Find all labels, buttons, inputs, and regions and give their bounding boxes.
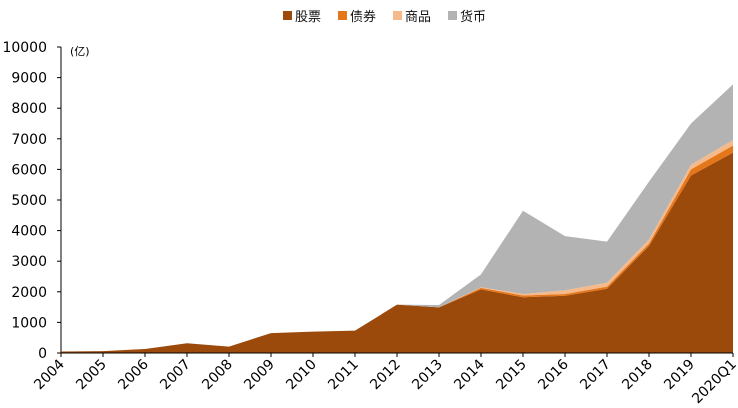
legend-label: 债券: [350, 9, 376, 25]
y-tick-label: 1000: [11, 315, 47, 331]
x-tick-label: 2008: [199, 357, 236, 394]
legend-swatch: [393, 11, 402, 20]
y-tick-label: 10000: [2, 40, 47, 56]
x-tick-label: 2011: [325, 357, 362, 394]
x-tick-label: 2005: [73, 357, 110, 394]
x-tick-label: 2016: [535, 356, 572, 393]
x-tick-label: 2020Q1: [689, 357, 738, 408]
legend-label: 商品: [405, 10, 431, 25]
x-axis: 2004 2005 2006 2007 2008 2009 2010 2011 2012 2013…: [31, 352, 738, 408]
series-area-货币: [61, 84, 733, 352]
series-areas: [61, 84, 733, 353]
y-tick-label: 9000: [11, 71, 47, 87]
legend-label: 货币: [460, 9, 486, 25]
x-tick-label: 2010: [283, 357, 320, 394]
y-tick-label: 4000: [11, 224, 47, 240]
legend-swatch: [338, 11, 347, 20]
x-tick-label: 2004: [31, 356, 68, 393]
y-axis: 0 1000 2000 3000 4000 5000 6000 7000 8000 9000 100…: [2, 40, 62, 362]
x-tick-label: 2014: [451, 356, 488, 393]
y-axis-unit: (亿): [70, 45, 90, 58]
y-tick-label: 5000: [11, 193, 47, 209]
x-tick-label: 2015: [493, 357, 530, 394]
y-tick-label: 8000: [11, 101, 47, 117]
y-tick-label: 7000: [11, 132, 47, 148]
x-tick-label: 2018: [619, 357, 656, 394]
x-tick-label: 2009: [241, 357, 278, 394]
series-area-股票: [61, 152, 733, 353]
x-tick-label: 2013: [409, 357, 446, 394]
x-tick-label: 2017: [577, 357, 614, 394]
y-tick-label: 0: [38, 346, 47, 362]
legend-swatch: [448, 11, 457, 20]
legend: 股票 债券 商品 货币: [283, 9, 486, 25]
legend-swatch: [283, 11, 292, 20]
y-tick-label: 2000: [11, 285, 47, 301]
legend-label: 股票: [295, 10, 321, 25]
x-tick-label: 2019: [661, 357, 698, 394]
x-tick-label: 2006: [115, 356, 152, 393]
y-tick-label: 6000: [11, 162, 47, 178]
x-tick-label: 2012: [367, 357, 404, 394]
y-tick-label: 3000: [11, 254, 47, 270]
x-tick-label: 2007: [157, 357, 194, 394]
